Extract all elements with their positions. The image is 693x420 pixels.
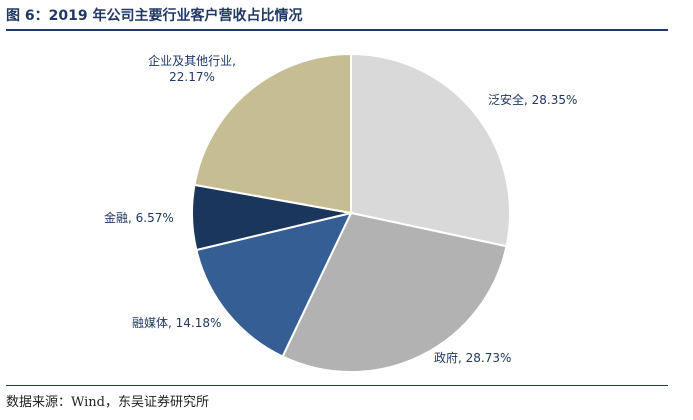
- label-enterprise-line2: 22.17%: [169, 70, 215, 84]
- source-note: 数据来源：Wind，东吴证券研究所: [6, 395, 209, 410]
- pie-slices: [191, 52, 511, 373]
- slice-pan-security: [350, 52, 511, 248]
- bottom-divider: [6, 385, 668, 386]
- slice-government: [281, 211, 508, 373]
- label-pan-security: 泛安全, 28.35%: [488, 92, 577, 107]
- label-media: 融媒体, 14.18%: [132, 316, 221, 330]
- slice-media: [195, 211, 353, 358]
- label-government: 政府, 28.73%: [434, 350, 511, 365]
- label-enterprise-line1: 企业及其他行业,: [148, 53, 236, 68]
- top-divider: [6, 29, 668, 31]
- figure-title: 图 6：2019 年公司主要行业客户营收占比情况: [6, 8, 303, 24]
- label-finance: 金融, 6.57%: [104, 210, 174, 225]
- slice-enterprise: [193, 52, 352, 215]
